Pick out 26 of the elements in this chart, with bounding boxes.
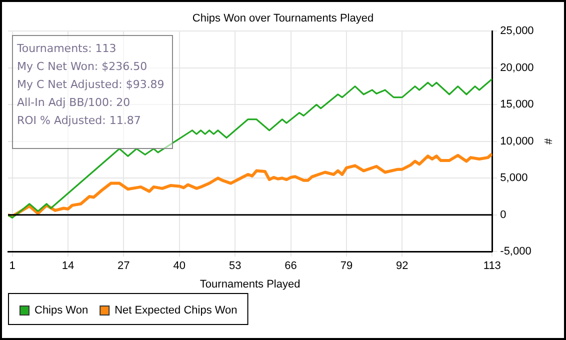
legend-label: Chips Won	[34, 304, 88, 317]
annotation: ROI % Adjusted: 11.87	[17, 113, 142, 130]
x-tick-label: 66	[284, 260, 297, 272]
legend-label: Net Expected Chips Won	[114, 304, 238, 317]
annotation: My C Net Won: $236.50	[17, 59, 148, 76]
y-tick-label: 10,000	[500, 135, 534, 148]
annotation: All-In Adj BB/100: 20	[17, 95, 132, 112]
y-tick-label: 15,000	[500, 98, 534, 111]
y-tick-label: -5,000	[500, 246, 532, 258]
y-axis-title: #	[541, 138, 554, 146]
x-tick-label: 53	[228, 260, 242, 272]
x-tick-label: 14	[62, 260, 74, 272]
x-tick-label: 79	[340, 260, 353, 272]
x-tick-label: 27	[118, 260, 130, 272]
y-tick-label: 0	[500, 208, 506, 221]
x-tick-label: 40	[173, 260, 186, 272]
annotation: My C Net Adjusted: $93.89	[17, 77, 164, 94]
y-tick-label: 25,000	[500, 25, 534, 38]
x-tick-label: 1	[9, 260, 16, 272]
annotation: Tournaments: 113	[17, 41, 118, 58]
chart-title: Chips Won over Tournaments Played	[192, 12, 374, 25]
x-tick-label: 92	[396, 260, 408, 272]
y-tick-label: 20,000	[500, 62, 534, 74]
x-axis-title: Tournaments Played	[200, 278, 300, 290]
y-tick-label: 5,000	[500, 172, 528, 184]
x-tick-label: 113	[483, 260, 501, 272]
